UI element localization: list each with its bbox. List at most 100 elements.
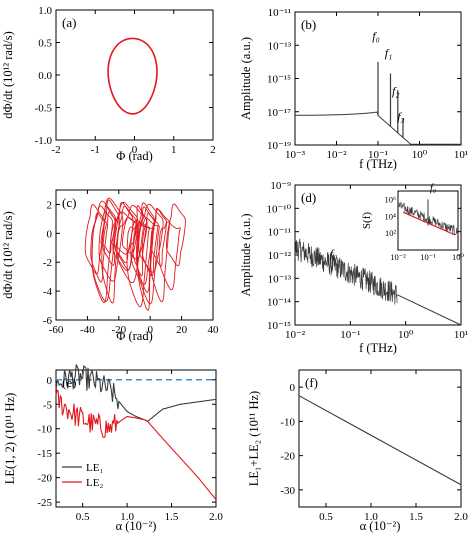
y-axis-label-b: Amplitude (a.u.) — [239, 37, 253, 120]
x-tick-label-b-2: 10⁻¹ — [368, 149, 388, 161]
x-axis-label-e: α (10⁻²) — [116, 519, 157, 533]
inset-y-tick-label-0: 10⁶ — [385, 194, 397, 204]
legend-label-e-0: LE₁ — [86, 462, 103, 474]
x-tick-label-d-0: 10⁻² — [285, 329, 306, 341]
series-line-e-1 — [55, 389, 217, 501]
y-tick-label-d-0: 10⁻⁹ — [270, 180, 291, 192]
y-tick-label-e-1: -5 — [43, 399, 53, 411]
x-tick-label-a-1: -1 — [91, 144, 100, 156]
attractor-loop-c-22 — [135, 202, 155, 293]
x-tick-label-f-2: 1.5 — [409, 511, 423, 523]
y-tick-label-f-1: -10 — [280, 416, 295, 428]
panel-label-d: (d) — [301, 190, 316, 205]
y-axis-label-f: LE₁+LE₂ (10¹¹ Hz) — [247, 391, 261, 486]
inset-x-tick-label-1: 10⁻¹ — [420, 252, 436, 262]
legend-label-e-1: LE₂ — [86, 477, 103, 489]
x-tick-label-b-1: 10⁻² — [326, 149, 347, 161]
attractor-loop-c-9 — [165, 203, 186, 267]
y-axis-label-a: dΦ/dt (10¹² rad/s) — [1, 31, 15, 118]
x-axis-label-b: f (THz) — [359, 157, 397, 171]
x-axis-label-f: α (10⁻²) — [360, 519, 401, 533]
y-tick-label-e-5: -25 — [37, 497, 52, 509]
annotation-b-1: f₁ — [385, 46, 393, 60]
y-axis-label-c: dΦ/dt (10¹² rad/s) — [1, 211, 15, 298]
y-tick-label-e-2: -10 — [37, 424, 52, 436]
x-tick-label-e-2: 1.5 — [165, 511, 179, 523]
attractor-loop-c-5 — [84, 203, 105, 275]
x-tick-label-c-5: 40 — [208, 324, 220, 336]
x-tick-label-f-3: 2.0 — [454, 511, 468, 523]
x-tick-label-c-1: -40 — [80, 324, 95, 336]
axes-frame-c — [55, 189, 214, 321]
x-tick-label-b-3: 10⁰ — [412, 149, 428, 161]
inset-annotation-d: f₀ — [430, 183, 437, 194]
x-tick-label-d-1: 10⁻¹ — [340, 329, 360, 341]
annotation-b-3: f₃ — [397, 109, 405, 123]
attractor-loop-c-23 — [98, 197, 124, 282]
x-tick-label-e-1: 1.0 — [120, 511, 134, 523]
y-tick-label-c-4: 2 — [47, 199, 53, 211]
x-tick-label-a-0: -2 — [51, 144, 60, 156]
y-axis-label-e: LE(1, 2) (10¹¹ Hz) — [3, 393, 17, 485]
x-tick-label-c-4: 20 — [176, 324, 188, 336]
x-tick-label-c-2: -20 — [111, 324, 126, 336]
y-tick-label-b-2: 10⁻¹⁵ — [267, 74, 291, 86]
inset-x-tick-label-0: 10⁻² — [390, 252, 406, 262]
y-tick-label-c-2: -2 — [43, 257, 52, 269]
y-tick-label-d-3: 10⁻¹² — [268, 250, 292, 262]
series-spectrum-b — [295, 111, 461, 145]
annotation-b-0: f₀ — [372, 29, 380, 43]
y-tick-label-a-2: 0.0 — [38, 70, 52, 82]
y-tick-label-d-6: 10⁻¹⁵ — [267, 320, 291, 332]
x-axis-label-c: Φ (rad) — [116, 329, 153, 343]
y-axis-label-d: Amplitude (a.u.) — [239, 214, 253, 297]
y-tick-label-c-0: -6 — [43, 315, 53, 327]
panel-label-c: (c) — [62, 195, 76, 210]
attractor-loop-c-13 — [141, 212, 159, 277]
y-tick-label-c-1: -4 — [43, 286, 53, 298]
inset-y-tick-label-1: 10⁴ — [385, 211, 397, 221]
x-tick-label-a-2: 0 — [132, 144, 138, 156]
x-tick-label-b-0: 10⁻³ — [285, 149, 306, 161]
x-tick-label-d-3: 10¹ — [454, 329, 468, 341]
y-tick-label-e-3: -15 — [37, 448, 52, 460]
x-axis-label-d: f (THz) — [359, 341, 397, 355]
attractor-loop-c-8 — [90, 212, 108, 283]
panel-label-e: (e) — [62, 375, 76, 390]
attractor-loop-c-20 — [116, 217, 144, 284]
panel-label-a: (a) — [62, 15, 76, 30]
inset-y-tick-label-2: 10² — [385, 228, 397, 238]
series-line-e-0 — [55, 364, 217, 422]
attractor-loop-c-21 — [158, 221, 181, 291]
y-tick-label-f-0: 0 — [290, 382, 296, 394]
panel-label-b: (b) — [301, 17, 316, 32]
y-tick-label-e-0: 0 — [47, 375, 53, 387]
attractor-loop-c-7 — [114, 201, 134, 264]
x-tick-label-e-0: 0.5 — [76, 511, 90, 523]
attractor-loop-c-6 — [101, 199, 120, 304]
y-tick-label-b-4: 10⁻¹⁹ — [267, 140, 291, 152]
y-tick-label-b-0: 10⁻¹¹ — [268, 7, 291, 19]
inset-y-axis-label-d: S(f) — [361, 212, 373, 229]
y-tick-label-c-3: 0 — [47, 228, 53, 240]
x-tick-label-b-4: 10¹ — [454, 149, 468, 161]
x-tick-label-c-0: -60 — [49, 324, 64, 336]
x-tick-label-e-3: 2.0 — [209, 511, 223, 523]
annotation-b-2: f₂ — [392, 84, 400, 98]
x-tick-label-c-3: 0 — [147, 324, 153, 336]
y-tick-label-b-3: 10⁻¹⁷ — [267, 107, 291, 119]
y-tick-label-d-2: 10⁻¹¹ — [268, 227, 291, 239]
series-spectrum-tail-d — [396, 294, 462, 326]
attractor-loop-c-25 — [126, 219, 150, 308]
attractor-loop-c-24 — [91, 205, 113, 304]
y-tick-label-a-4: 1.0 — [38, 5, 52, 17]
series-spectrum-noisy-d — [294, 238, 398, 305]
attractor-loop-c-17 — [149, 208, 170, 303]
inset-x-tick-label-2: 10⁰ — [452, 252, 465, 262]
y-tick-label-e-4: -20 — [37, 473, 52, 485]
annotation-d-0: f₀ — [330, 246, 338, 260]
y-tick-label-f-2: -20 — [280, 451, 295, 463]
series-line-f — [298, 395, 462, 486]
panel-label-f: (f) — [305, 375, 318, 390]
